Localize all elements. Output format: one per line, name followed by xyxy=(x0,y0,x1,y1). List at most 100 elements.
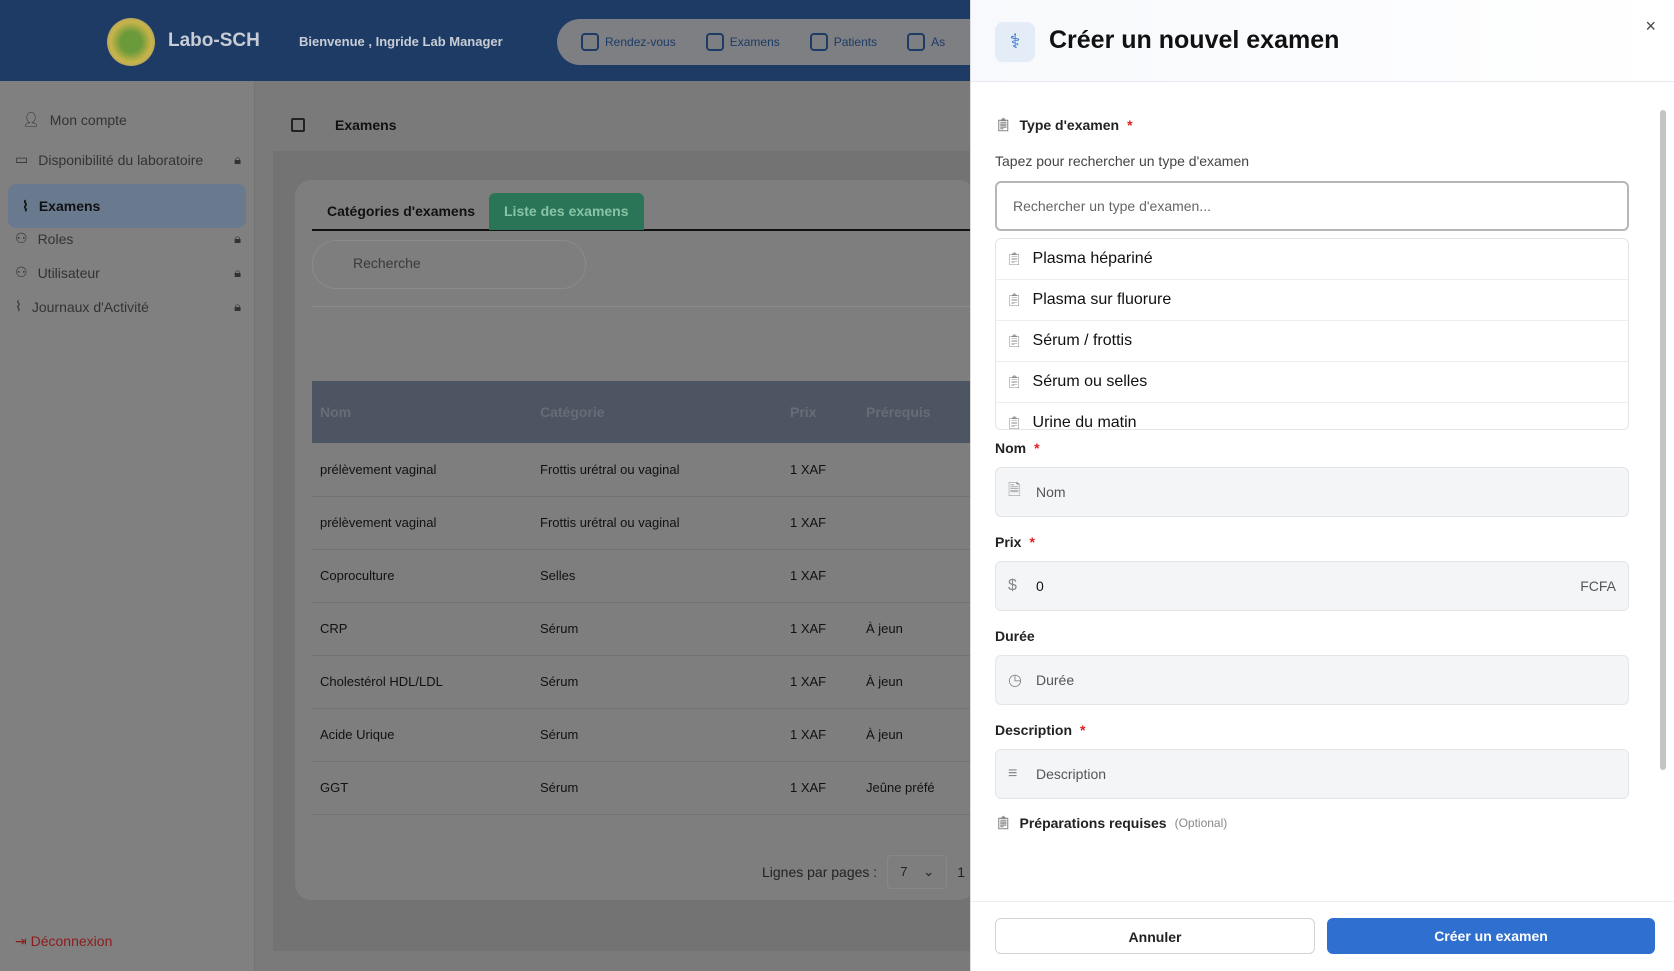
table-row[interactable]: Cholestérol HDL/LDL Sérum 1 XAF À jeun xyxy=(312,655,982,709)
type-option[interactable]: 📋︎ Urine du matin xyxy=(996,403,1628,429)
calendar-icon: ▭ xyxy=(15,151,29,167)
tab-liste-examens[interactable]: Liste des examens xyxy=(489,193,644,230)
sidebar-item-label: Disponibilité du laboratoire xyxy=(38,151,204,168)
table-cell: Cholestérol HDL/LDL xyxy=(312,655,532,709)
preparations-label: 📋︎ Préparations requises (Optional) xyxy=(995,815,1227,831)
top-nav: Rendez-vous Examens Patients As xyxy=(557,19,977,65)
label-text: Type d'examen xyxy=(1019,117,1120,133)
clipboard-icon: 📋︎ xyxy=(995,117,1012,132)
option-label: Sérum / frottis xyxy=(1032,332,1133,349)
placeholder: Nom xyxy=(1036,484,1066,500)
drawer-title: Créer un nouvel examen xyxy=(1049,26,1340,54)
lock-icon: 🔒︎ xyxy=(234,230,241,246)
required-mark: * xyxy=(1034,440,1040,456)
type-search-input[interactable]: Rechercher un type d'examen... xyxy=(995,181,1629,231)
table-cell: À jeun xyxy=(858,655,982,709)
sidebar-item-label: Examens xyxy=(38,198,101,214)
table-cell: 1 XAF xyxy=(782,761,858,815)
column-header[interactable]: Catégorie xyxy=(532,381,782,443)
table-row[interactable]: prélèvement vaginal Frottis urétral ou va… xyxy=(312,443,982,497)
required-mark: * xyxy=(1080,722,1086,738)
chevron-down-icon: ⌄ xyxy=(923,864,935,879)
table-cell: prélèvement vaginal xyxy=(312,496,532,550)
search-input[interactable]: Recherche xyxy=(312,240,586,289)
close-button[interactable]: × xyxy=(1645,16,1656,36)
prix-input[interactable]: $0 FCFA xyxy=(995,561,1629,611)
rows-per-page-select[interactable]: 7 ⌄ xyxy=(887,855,948,889)
table-cell: CRP xyxy=(312,602,532,656)
type-option[interactable]: 📋︎ Plasma sur fluorure xyxy=(996,280,1628,321)
sidebar-toggle-icon[interactable] xyxy=(291,118,305,132)
type-option[interactable]: 📋︎ Sérum / frottis xyxy=(996,321,1628,362)
prix-value: 0 xyxy=(1036,578,1044,594)
logout-label: Déconnexion xyxy=(30,933,113,949)
sidebar-item-disponibilite[interactable]: ▭ Disponibilité du laboratoire 🔒︎ xyxy=(15,151,245,168)
column-header[interactable]: Prérequis xyxy=(858,381,982,443)
sidebar-item-label: Roles xyxy=(37,230,74,247)
nav-label: Examens xyxy=(729,35,780,49)
create-exam-drawer: ⚕ Créer un nouvel examen × 📋︎ Type d'exam… xyxy=(970,0,1674,971)
text-align-icon: ≡ xyxy=(1008,765,1018,782)
pagination: Lignes par pages : 7 ⌄ 1 xyxy=(762,855,965,889)
label-text: Description xyxy=(995,722,1073,738)
nav-rendez-vous[interactable]: Rendez-vous xyxy=(581,33,676,51)
welcome-text: Bienvenue , Ingride Lab Manager xyxy=(299,34,503,49)
nav-label: Rendez-vous xyxy=(605,35,676,49)
table-cell: Sérum xyxy=(532,602,782,656)
description-input[interactable]: ≡ Description xyxy=(995,749,1629,799)
table-cell: 1 XAF xyxy=(782,655,858,709)
type-option[interactable]: 📋︎ Plasma hépariné xyxy=(996,239,1628,280)
breadcrumb: Examens xyxy=(335,117,397,133)
lock-icon: 🔒︎ xyxy=(234,264,241,280)
create-exam-button[interactable]: Créer un examen xyxy=(1327,918,1655,954)
sidebar-item-roles[interactable]: ⚇ Roles 🔒︎ xyxy=(15,230,245,247)
activity-icon xyxy=(705,33,724,51)
nav-patients[interactable]: Patients xyxy=(809,33,877,51)
users-icon: ⚇ xyxy=(15,264,28,280)
table-cell: Jeûne préfé xyxy=(858,761,982,815)
scrollbar[interactable] xyxy=(1660,110,1666,770)
table-row[interactable]: prélèvement vaginal Frottis urétral ou va… xyxy=(312,496,982,550)
sidebar-item-journaux[interactable]: ⌇ Journaux d'Activité 🔒︎ xyxy=(15,298,245,315)
sidebar-item-utilisateur[interactable]: ⚇ Utilisateur 🔒︎ xyxy=(15,264,245,281)
label-text: Prix xyxy=(995,534,1022,550)
clipboard-icon: 📋︎ xyxy=(995,815,1012,830)
table-row[interactable]: Coproculture Selles 1 XAF xyxy=(312,549,982,603)
stethoscope-icon: ⚕ xyxy=(995,22,1035,62)
table-cell: 1 XAF xyxy=(782,549,858,603)
sidebar-item-mon-compte[interactable]: 👤︎ Mon compte xyxy=(22,111,252,128)
table-row[interactable]: Acide Urique Sérum 1 XAF À jeun xyxy=(312,708,982,762)
drawer-header: ⚕ Créer un nouvel examen × xyxy=(971,0,1674,82)
nav-as[interactable]: As xyxy=(907,33,945,51)
option-label: Plasma sur fluorure xyxy=(1032,291,1172,308)
exams-table: Nom Catégorie Prix Prérequis prélèvement… xyxy=(312,381,982,815)
file-icon: 🗎 xyxy=(1008,481,1021,499)
table-cell: 1 XAF xyxy=(782,496,858,550)
transfer-icon xyxy=(907,33,926,51)
logo xyxy=(107,18,155,66)
table-cell: Sérum xyxy=(532,655,782,709)
logout-button[interactable]: ⇥ Déconnexion xyxy=(15,933,112,950)
table-row[interactable]: CRP Sérum 1 XAF À jeun xyxy=(312,602,982,656)
type-option[interactable]: 📋︎ Sérum ou selles xyxy=(996,362,1628,403)
nom-label: Nom * xyxy=(995,440,1040,456)
tab-categories[interactable]: Catégories d'examens xyxy=(327,203,476,219)
calendar-icon xyxy=(581,33,599,51)
column-header[interactable]: Prix xyxy=(782,381,858,443)
currency-unit: FCFA xyxy=(1580,578,1616,594)
nom-input[interactable]: 🗎 Nom xyxy=(995,467,1629,517)
type-options-list[interactable]: 📋︎ Plasma hépariné 📋︎ Plasma sur fluorure 📋︎… xyxy=(995,238,1629,430)
placeholder: Description xyxy=(1036,766,1107,782)
column-header[interactable]: Nom xyxy=(312,381,532,443)
activity-icon: ⌇ xyxy=(15,298,22,314)
nav-examens[interactable]: Examens xyxy=(705,33,780,51)
duree-input[interactable]: ◷ Durée xyxy=(995,655,1629,705)
page-number[interactable]: 1 xyxy=(957,864,965,880)
table-cell xyxy=(858,443,982,497)
option-label: Sérum ou selles xyxy=(1032,373,1148,390)
table-row[interactable]: GGT Sérum 1 XAF Jeûne préfé xyxy=(312,761,982,815)
cancel-button[interactable]: Annuler xyxy=(995,918,1315,954)
lock-icon: 🔒︎ xyxy=(234,298,241,314)
sidebar-item-examens[interactable]: ⌇ Examens xyxy=(8,184,246,228)
clipboard-icon: 📋︎ xyxy=(1006,374,1023,389)
